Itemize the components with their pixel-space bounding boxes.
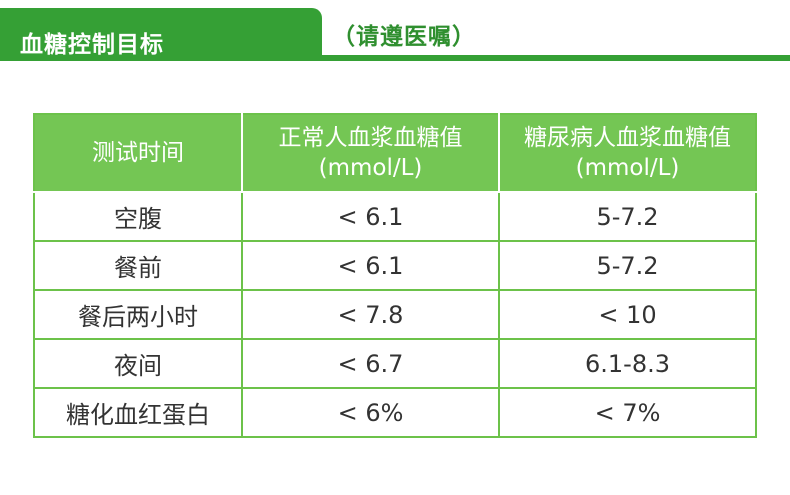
table-row: 糖化血红蛋白 < 6% < 7%: [33, 387, 757, 438]
header-divider: [0, 55, 790, 61]
cell-diabetic: 5-7.2: [498, 240, 757, 291]
header-bar: 血糖控制目标 （请遵医嘱）: [0, 0, 790, 62]
column-header-normal: 正常人血浆血糖值 (mmol/L): [241, 113, 500, 193]
cell-normal: < 6.1: [241, 191, 500, 242]
title-tab: 血糖控制目标: [0, 8, 322, 60]
cell-diabetic: < 7%: [498, 387, 757, 438]
cell-diabetic: 5-7.2: [498, 191, 757, 242]
table-row: 空腹 < 6.1 5-7.2: [33, 191, 757, 242]
table-header-row: 测试时间 正常人血浆血糖值 (mmol/L) 糖尿病人血浆血糖值 (mmol/L…: [33, 113, 757, 193]
cell-diabetic: 6.1-8.3: [498, 338, 757, 389]
cell-normal: < 7.8: [241, 289, 500, 340]
cell-normal: < 6.7: [241, 338, 500, 389]
blood-glucose-table: 测试时间 正常人血浆血糖值 (mmol/L) 糖尿病人血浆血糖值 (mmol/L…: [33, 113, 757, 438]
table-row: 夜间 < 6.7 6.1-8.3: [33, 338, 757, 389]
table-row: 餐前 < 6.1 5-7.2: [33, 240, 757, 291]
cell-diabetic: < 10: [498, 289, 757, 340]
page-subtitle: （请遵医嘱）: [332, 24, 476, 50]
cell-time: 餐后两小时: [33, 289, 243, 340]
page-title: 血糖控制目标: [20, 32, 164, 58]
cell-time: 餐前: [33, 240, 243, 291]
column-header-time: 测试时间: [33, 113, 243, 193]
cell-normal: < 6.1: [241, 240, 500, 291]
cell-time: 糖化血红蛋白: [33, 387, 243, 438]
cell-time: 空腹: [33, 191, 243, 242]
cell-normal: < 6%: [241, 387, 500, 438]
column-header-diabetic: 糖尿病人血浆血糖值 (mmol/L): [498, 113, 757, 193]
cell-time: 夜间: [33, 338, 243, 389]
glucose-targets-table: 测试时间 正常人血浆血糖值 (mmol/L) 糖尿病人血浆血糖值 (mmol/L…: [33, 113, 757, 438]
table-row: 餐后两小时 < 7.8 < 10: [33, 289, 757, 340]
